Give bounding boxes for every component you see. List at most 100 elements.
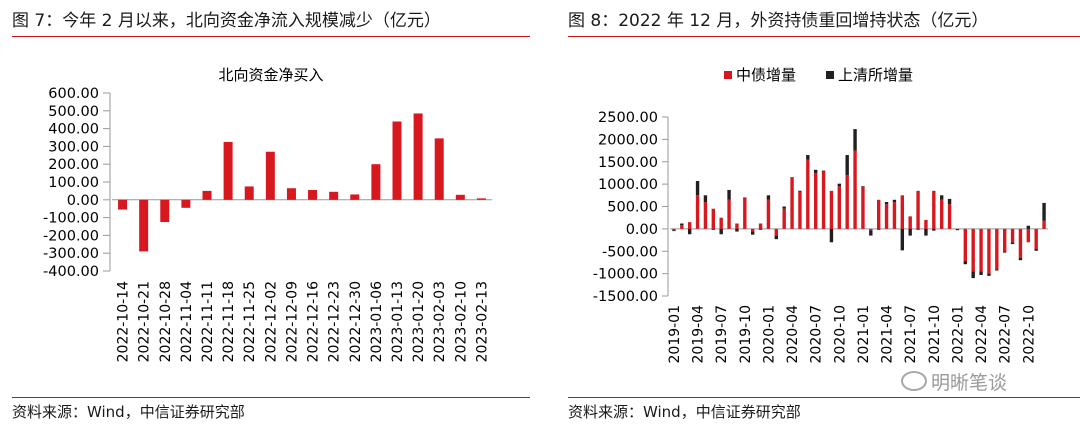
bar-cdc: [955, 228, 960, 230]
bar: [160, 199, 170, 223]
y-tick-label: 500.00: [607, 200, 658, 216]
bar-cdc: [813, 172, 818, 229]
x-tick-label: 2022-11-18: [221, 281, 237, 362]
bar-shclearing: [1034, 249, 1038, 251]
bar-shclearing: [703, 195, 708, 203]
bar: [223, 141, 233, 200]
bar-shclearing: [680, 223, 684, 226]
bar-cdc: [853, 150, 857, 229]
bar-shclearing: [837, 183, 842, 187]
x-tick-label: 2022-12-23: [327, 281, 343, 362]
right-source-note: 资料来源：Wind，中信证券研究部: [568, 403, 801, 421]
bar: [350, 194, 360, 200]
y-tick-label: -500.00: [602, 244, 658, 260]
bar-shclearing: [750, 231, 755, 235]
bar-cdc: [798, 190, 802, 229]
watermark-text: 明晰笔谈: [931, 372, 1008, 394]
x-tick-label: 2019-04: [691, 305, 707, 364]
bar: [308, 190, 318, 200]
bar-shclearing: [719, 228, 723, 235]
bar: [244, 186, 254, 200]
bar-shclearing: [806, 155, 810, 160]
bar-cdc: [869, 228, 873, 231]
bar-shclearing: [790, 177, 794, 179]
x-tick-label: 2019-07: [714, 305, 730, 364]
wechat-icon: [901, 371, 927, 391]
bar-cdc: [1034, 228, 1038, 250]
y-tick-label: 0.00: [67, 193, 99, 209]
y-tick-label: 600.00: [48, 86, 99, 102]
bar-shclearing: [1010, 242, 1015, 245]
x-tick-label: 2023-01-20: [411, 281, 427, 362]
bar-cdc: [939, 199, 944, 229]
bar-cdc: [876, 199, 881, 229]
bar-shclearing: [798, 190, 802, 192]
bar-cdc: [963, 228, 968, 262]
legend-label-shclearing: 上清所增量: [838, 66, 913, 84]
x-tick-label: 2023-01-06: [369, 281, 385, 362]
bar-cdc: [1018, 228, 1023, 258]
bar-cdc: [987, 228, 991, 274]
x-tick-label: 2022-11-04: [179, 281, 195, 362]
y-tick-label: -1500.00: [593, 289, 658, 305]
x-tick-label: 2020-07: [809, 305, 825, 364]
bar-shclearing: [774, 235, 779, 240]
bar-shclearing: [821, 170, 826, 172]
bar-cdc: [947, 204, 952, 229]
bar-cdc: [727, 199, 731, 229]
bar-cdc: [829, 190, 834, 229]
bar-cdc: [971, 228, 975, 272]
bar-cdc: [806, 159, 810, 229]
bar-shclearing: [916, 228, 920, 230]
bar-shclearing: [1002, 251, 1007, 253]
bar: [286, 188, 296, 200]
bar: [329, 191, 339, 200]
x-tick-label: 2022-12-30: [348, 281, 364, 362]
bar: [455, 194, 465, 200]
bar-cdc: [774, 228, 779, 236]
bar-cdc: [735, 223, 739, 229]
chart-title: 北向资金净买入: [218, 66, 323, 84]
x-tick-label: 2021-01: [856, 305, 872, 364]
watermark: 明晰笔谈: [901, 368, 1007, 395]
bar: [413, 113, 423, 200]
x-tick-label: 2022-10-21: [137, 281, 153, 362]
bar: [392, 121, 402, 200]
bar: [476, 198, 486, 200]
bar-shclearing: [672, 230, 676, 232]
left-top-rule: [12, 36, 530, 37]
chart-legend: 中债增量 上清所增量: [724, 66, 913, 84]
bar-cdc: [908, 216, 912, 229]
bar-shclearing: [1042, 202, 1046, 221]
bar-shclearing: [687, 228, 692, 235]
left-source-note: 资料来源：Wind，中信证券研究部: [12, 403, 245, 421]
bar-cdc: [680, 225, 684, 229]
bar-shclearing: [900, 228, 905, 251]
bar-shclearing: [853, 129, 857, 151]
x-tick-label: 2021-07: [903, 305, 919, 364]
bar-cdc: [861, 186, 865, 229]
bar-shclearing: [979, 271, 983, 275]
bar: [118, 199, 128, 210]
x-tick-label: 2019-01: [667, 305, 683, 364]
bar-cdc: [892, 202, 897, 229]
bar-cdc: [758, 223, 763, 229]
x-tick-label: 2022-10-28: [158, 281, 174, 362]
bar: [265, 151, 275, 200]
bar: [202, 190, 212, 200]
x-tick-label: 2022-04: [974, 305, 990, 364]
y-tick-label: 2500.00: [598, 110, 658, 126]
bar-shclearing: [876, 228, 881, 230]
y-tick-label: 2000.00: [598, 132, 658, 148]
bar-cdc: [687, 222, 692, 229]
bar-shclearing: [987, 273, 991, 276]
y-tick-label: -400.00: [43, 264, 99, 280]
bar-cdc: [1002, 228, 1007, 252]
bar-shclearing: [971, 271, 975, 279]
bar-cdc: [995, 228, 999, 270]
bar-shclearing: [758, 228, 763, 230]
bar-shclearing: [932, 228, 936, 231]
bar-shclearing: [743, 197, 747, 199]
bar-shclearing: [695, 180, 700, 196]
bar-cdc: [821, 170, 826, 229]
